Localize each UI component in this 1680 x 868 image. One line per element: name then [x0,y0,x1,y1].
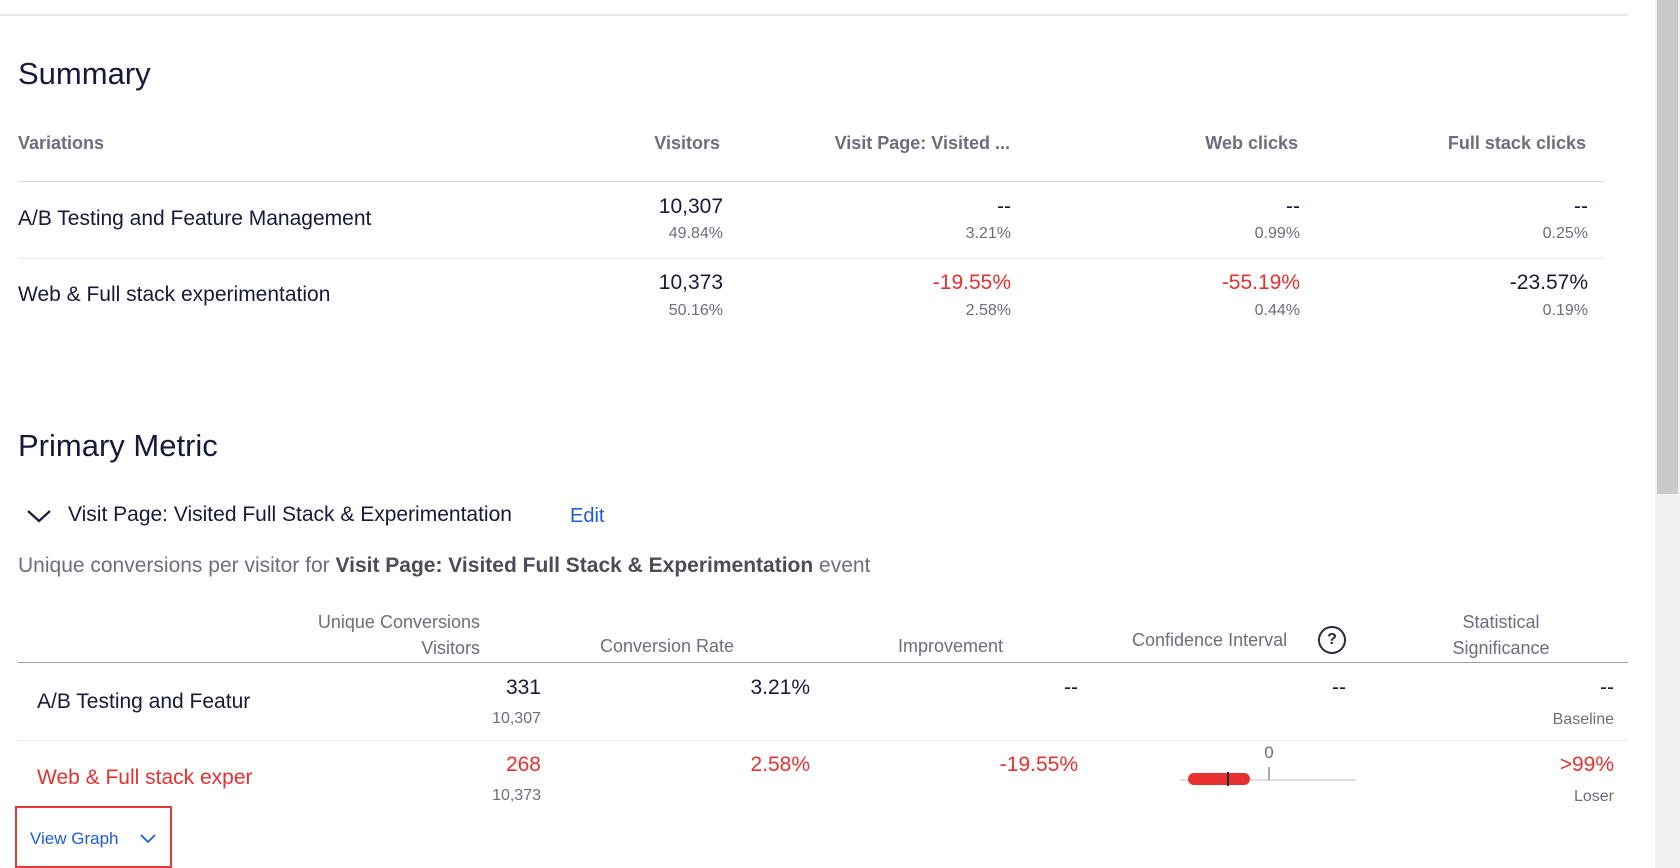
summary-web-clicks-rate: 0.99% [1254,225,1300,242]
summary-visit-page-rate: 2.58% [965,302,1011,319]
col-visitors[interactable]: Visitors [654,133,720,153]
summary-row-name: A/B Testing and Feature Management [18,207,372,230]
col-variations: Variations [18,133,105,153]
metric-header-divider [18,662,1628,663]
top-divider [0,14,1628,16]
col-web-clicks[interactable]: Web clicks [1205,133,1298,153]
summary-header-divider [18,181,1604,182]
summary-row-name: Web & Full stack experimentation [18,283,331,306]
metric-significance: >99% [1559,753,1614,776]
metric-name[interactable]: Visit Page: Visited Full Stack & Experim… [68,503,512,526]
summary-fullstack-clicks-rate: 0.25% [1542,225,1588,242]
view-graph-highlight [15,806,172,868]
summary-visitors-pct: 50.16% [668,302,723,319]
metric-confidence-interval: -- [1332,676,1346,699]
summary-fullstack-clicks-rate: 0.19% [1542,302,1588,319]
summary-web-clicks-rate: 0.44% [1254,302,1300,319]
summary-visitors: 10,373 [658,271,723,294]
col-visitors: Visitors [421,638,480,658]
summary-fullstack-clicks: -- [1574,195,1588,218]
col-conversion-rate: Conversion Rate [600,636,735,656]
view-graph-link[interactable]: View Graph [30,829,119,848]
primary-metric-title: Primary Metric [18,428,218,463]
summary-visit-page: -19.55% [932,271,1011,294]
ci-zero-label: 0 [1264,744,1273,762]
metric-improvement: -19.55% [999,753,1078,776]
summary-fullstack-clicks: -23.57% [1509,271,1588,294]
description-suffix: event [813,554,871,577]
metric-conversions: 331 [505,676,541,699]
col-unique-conversions: Unique Conversions [317,612,480,632]
metric-row-divider [18,740,1628,741]
summary-web-clicks: -- [1286,195,1300,218]
summary-row-divider [18,258,1604,259]
description-event-name: Visit Page: Visited Full Stack & Experim… [335,554,814,577]
description-prefix: Unique conversions per visitor for [18,554,336,577]
summary-title: Summary [18,56,151,91]
summary-web-clicks: -55.19% [1221,271,1300,294]
col-significance: Significance [1452,638,1550,658]
summary-visit-page-rate: 3.21% [965,225,1011,242]
col-visit-page[interactable]: Visit Page: Visited ... [834,133,1010,153]
metric-conversion-rate: 2.58% [750,753,810,776]
col-improvement: Improvement [898,636,1004,656]
chevron-down-icon[interactable] [26,508,52,524]
col-confidence-interval: Confidence Interval [1132,630,1288,650]
metric-description: Unique conversions per visitor for Visit… [18,554,870,578]
vertical-scrollbar[interactable] [1655,0,1680,868]
metric-improvement: -- [1064,676,1078,699]
chevron-down-icon[interactable] [140,834,156,844]
metric-visitors: 10,307 [492,710,541,727]
summary-visitors: 10,307 [658,195,723,218]
metric-row-name: A/B Testing and Featur [37,690,251,713]
col-statistical: Statistical [1462,612,1540,632]
metric-conversions: 268 [505,753,541,776]
metric-status-badge: Loser [1573,788,1614,805]
scrollbar-thumb[interactable] [1657,0,1678,494]
summary-visitors-pct: 49.84% [668,225,723,242]
metric-conversion-rate: 3.21% [750,676,810,699]
confidence-interval-chart: 0 [1180,744,1356,786]
metric-status-badge: Baseline [1552,711,1614,728]
metric-significance: -- [1600,676,1614,699]
edit-link[interactable]: Edit [570,505,605,527]
help-icon[interactable]: ? [1318,626,1346,654]
col-fullstack-clicks[interactable]: Full stack clicks [1447,133,1586,153]
ci-interval-bar [1188,773,1250,785]
summary-visit-page: -- [997,195,1011,218]
metric-row-name[interactable]: Web & Full stack exper [37,766,253,789]
metric-visitors: 10,373 [492,787,541,804]
